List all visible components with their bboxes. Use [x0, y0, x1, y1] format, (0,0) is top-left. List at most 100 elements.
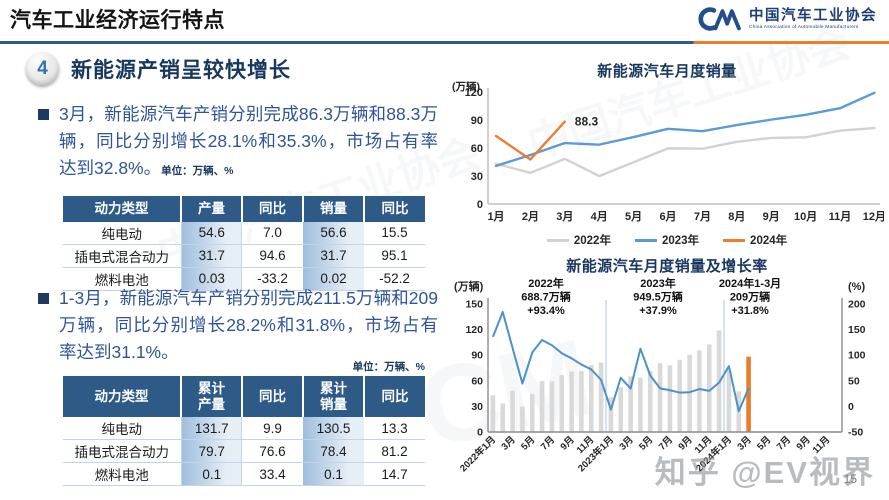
sales-bar — [490, 395, 496, 432]
y-tick-label: 90 — [471, 115, 483, 127]
year-annotation: 209万辆 — [730, 290, 770, 304]
table-header-cell: 产量 — [180, 196, 242, 222]
x-tick-label: 3月 — [617, 434, 635, 452]
sales-bar — [638, 377, 643, 432]
social-watermark: 知乎 @EV视界 — [654, 455, 875, 490]
year-annotation: 2022年 — [528, 276, 563, 290]
series-line-2023年 — [494, 91, 876, 168]
x-tick-label: 10月 — [794, 210, 817, 223]
sales-bars — [490, 330, 751, 432]
sales-growth-chart-title: 新能源汽车月度销量及增长率 — [566, 258, 768, 275]
legend-swatch — [634, 238, 657, 242]
table-cell: 33.4 — [242, 462, 303, 487]
table-cell: 54.6 — [181, 221, 242, 245]
table-cell: 56.6 — [303, 221, 364, 245]
left-tick-label: 30 — [471, 401, 483, 413]
table-header-cell: 累计 产量 — [180, 376, 242, 418]
left-tick-label: 0 — [477, 427, 483, 439]
chart-legend: 2022年 2023年 2024年 — [450, 232, 884, 248]
table-cell: 76.6 — [242, 439, 303, 464]
right-tick-label: -50 — [848, 427, 863, 439]
sales-and-growth-combo-chart: (万辆) (%) 0 30 60 90 120 150 -50 0 50 100 150 200 2022年… — [454, 276, 866, 475]
table-row: 燃料电池 0.1 33.4 0.1 14.7 — [63, 462, 425, 487]
table-cell: 9.9 — [242, 417, 303, 441]
table-cell: 78.4 — [303, 439, 364, 464]
table-header-cell: 销量 — [302, 196, 364, 222]
x-tick-label: 2月 — [522, 210, 539, 223]
x-tick-label: 12月 — [863, 210, 884, 223]
right-axis-unit-label: (%) — [848, 281, 865, 293]
table-cell: 15.5 — [364, 221, 425, 245]
sales-bar — [500, 403, 506, 432]
table-cell: 131.7 — [181, 417, 242, 441]
table-cell: -52.2 — [364, 267, 425, 291]
table-cell: -33.2 — [242, 267, 303, 291]
sales-bar — [549, 381, 555, 432]
x-tick-label: 9月 — [558, 434, 576, 452]
table-cell: 0.03 — [181, 267, 242, 291]
year-annotation: +31.8% — [731, 305, 769, 317]
table-cell: 0.02 — [303, 267, 364, 291]
legend-swatch — [546, 238, 569, 242]
data-point-label: 88.3 — [575, 115, 599, 129]
x-tick-label: 4月 — [591, 210, 608, 223]
table-header-cell: 同比 — [241, 376, 303, 418]
table-cell: 燃料电池 — [63, 462, 182, 487]
sales-bar — [726, 369, 732, 432]
year-annotation: +93.4% — [527, 305, 565, 317]
table-cell: 插电式混合动力 — [63, 244, 182, 268]
sales-bar — [647, 370, 653, 432]
table-cell: 79.7 — [181, 439, 242, 464]
growth-rate-line — [491, 311, 750, 413]
section-title: 新能源产销呈较快增长 — [71, 58, 291, 82]
y-tick-label: 30 — [471, 171, 483, 183]
left-axis-unit-label: (万辆) — [454, 279, 484, 293]
table-cell: 95.1 — [364, 244, 425, 268]
table-row: 插电式混合动力 79.7 76.6 78.4 81.2 — [63, 439, 425, 464]
left-tick-label: 150 — [465, 299, 483, 311]
sales-bar — [697, 350, 702, 432]
x-tick-label: 2022年1月 — [457, 434, 498, 475]
table-row: 纯电动 131.7 9.9 130.5 13.3 — [63, 417, 425, 441]
legend-swatch — [723, 238, 746, 242]
table-header-cell: 动力类型 — [63, 196, 181, 222]
x-tick-label: 11月 — [829, 210, 852, 223]
sales-bar — [569, 371, 574, 432]
legend-item-2023年: 2023年 — [634, 232, 699, 248]
table-cell: 燃料电池 — [63, 267, 182, 291]
legend-item-2022年: 2022年 — [546, 232, 611, 248]
right-tick-label: 100 — [848, 350, 866, 362]
sales-bar — [579, 371, 584, 432]
x-tick-label: 9月 — [763, 210, 780, 223]
caam-logo: 中国汽车工业协会 China Association of Automobile… — [692, 3, 877, 35]
page-number: 15 — [843, 472, 857, 486]
table-cell: 31.7 — [303, 244, 364, 268]
table-cell: 0.1 — [303, 462, 364, 487]
sales-bar — [677, 359, 683, 432]
table-header-cell: 动力类型 — [63, 376, 181, 418]
table-cell: 94.6 — [242, 244, 303, 268]
legend-label: 2024年 — [750, 235, 788, 247]
sales-bar — [529, 393, 535, 432]
bullet-q1-text: 1-3月，新能源汽车产销分别完成211.5万辆和209万辆，同比分别增长28.2… — [59, 288, 438, 363]
right-tick-label: 150 — [848, 324, 866, 336]
y-axis-unit-label: (万辆) — [452, 80, 480, 93]
bullet-square-icon — [38, 293, 49, 304]
section-number-badge: 4 — [26, 52, 59, 85]
right-tick-label: 200 — [848, 299, 866, 311]
y-tick-label: 120 — [465, 87, 483, 99]
year-annotation: 688.7万辆 — [521, 290, 571, 304]
table-header-cell: 同比 — [363, 376, 425, 418]
left-tick-label: 90 — [471, 350, 483, 362]
x-tick-label: 8月 — [728, 210, 745, 223]
monthly-sales-line-chart: (万辆) 0 30 60 90 120 1月 2月 3月 4月 5月 6月 7月 8月 9月 10月 11月 12… — [452, 80, 884, 223]
y-tick-label: 0 — [477, 199, 483, 211]
table-row: 燃料电池 0.03 -33.2 0.02 -52.2 — [63, 267, 425, 291]
logo-org-name: 中国汽车工业协会 — [749, 7, 877, 24]
x-tick-label: 5月 — [519, 434, 537, 452]
table-cell: 14.7 — [364, 462, 425, 487]
table-row: 纯电动 54.6 7.0 56.6 15.5 — [63, 221, 425, 245]
table-cell: 0.1 — [181, 462, 242, 487]
sales-bar — [618, 387, 624, 432]
